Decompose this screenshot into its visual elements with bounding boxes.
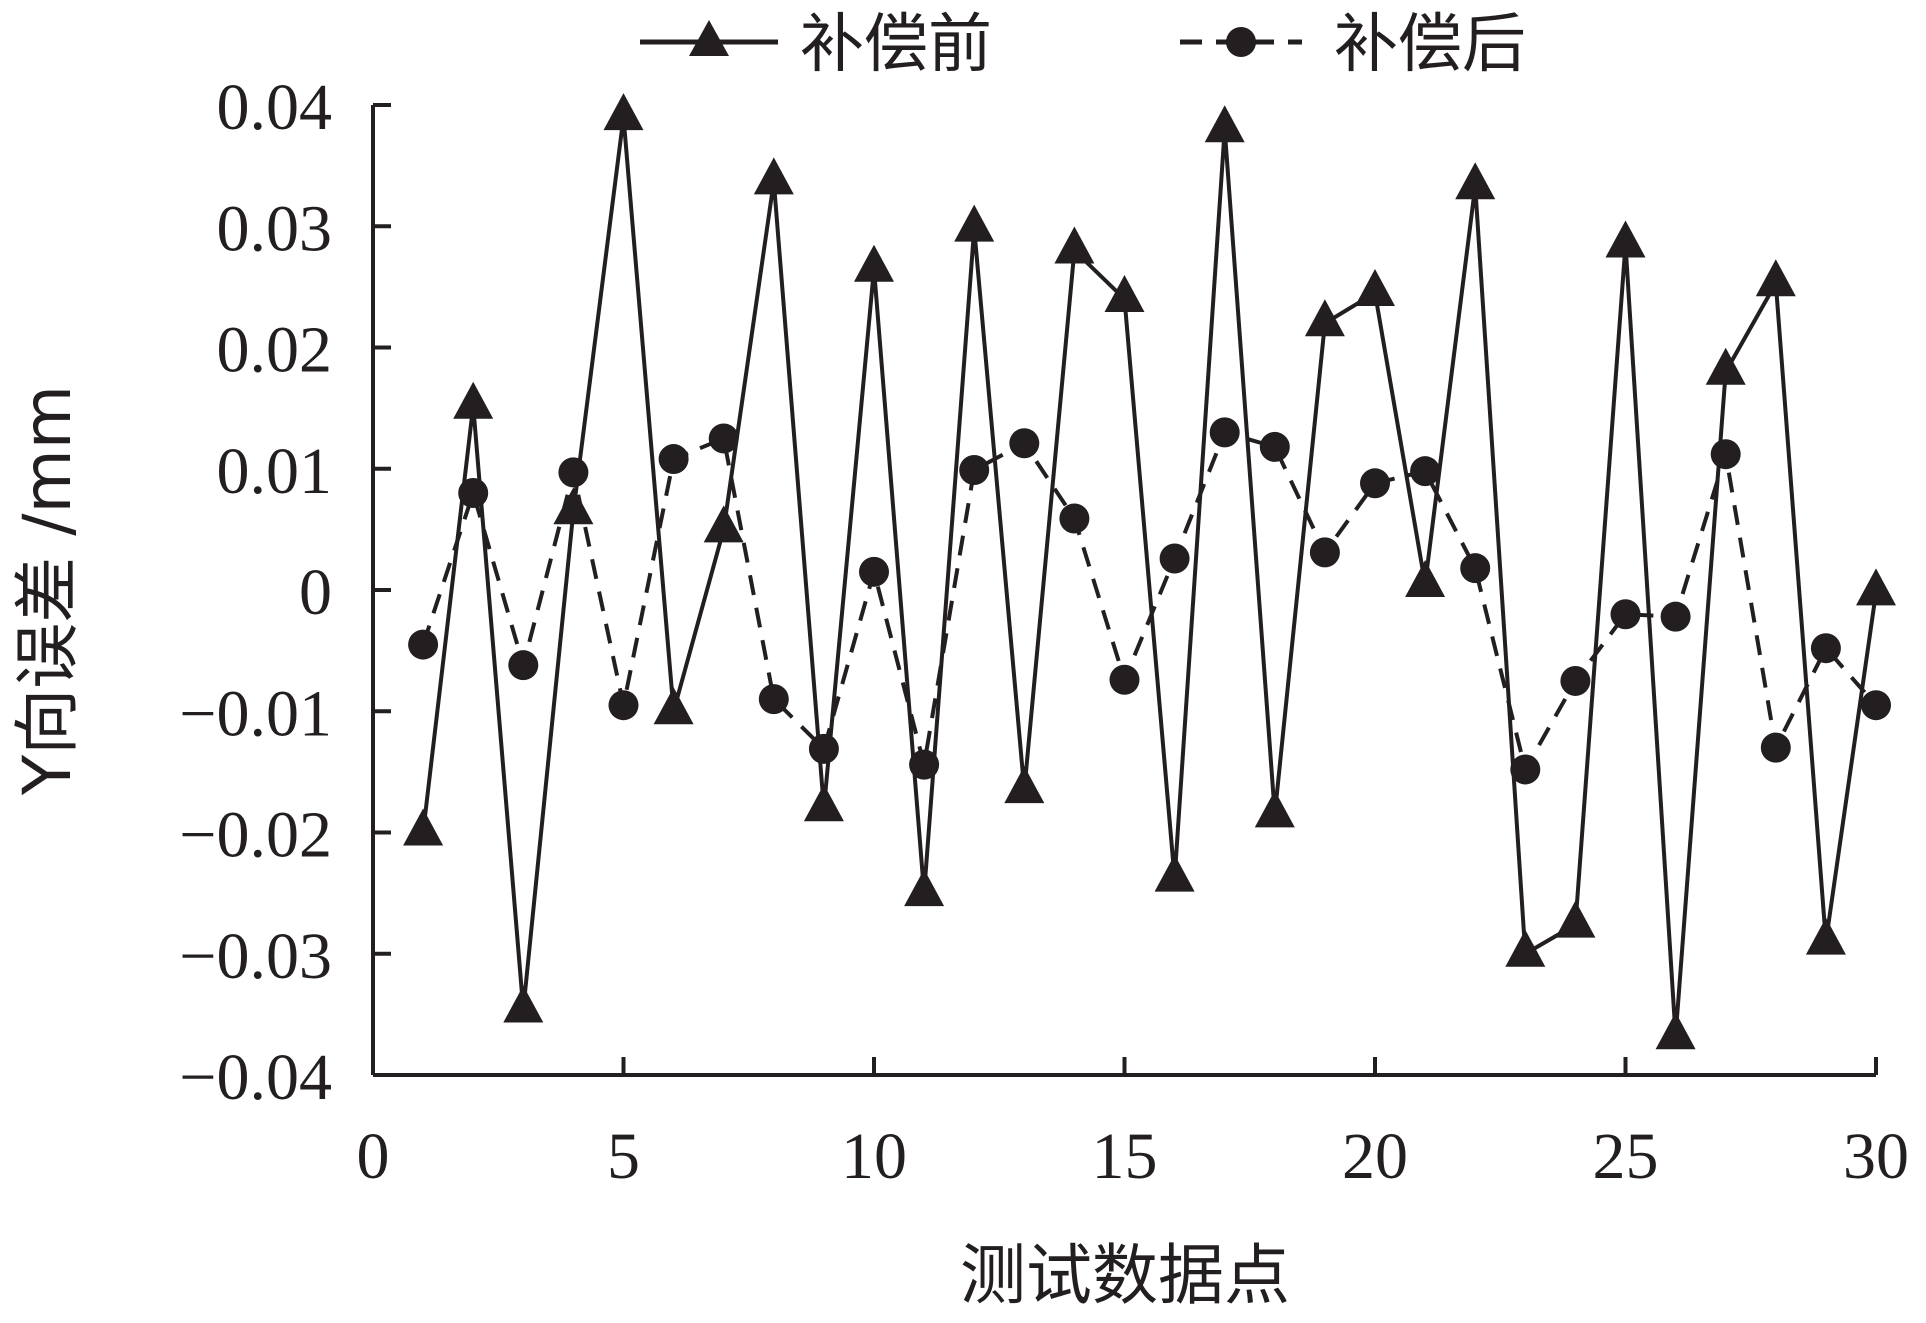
data-point-circle: [458, 478, 489, 508]
data-point-triangle: [1555, 900, 1596, 938]
data-point-circle: [708, 423, 739, 454]
data-point-triangle: [1856, 568, 1896, 606]
data-point-triangle: [553, 487, 594, 525]
data-point-circle: [1360, 468, 1390, 499]
data-point-circle: [1309, 537, 1340, 568]
data-point-circle: [508, 650, 539, 681]
axes: [371, 105, 1876, 1077]
data-point-triangle: [1254, 790, 1295, 828]
data-point-triangle: [1004, 766, 1045, 804]
data-point-circle: [1410, 456, 1441, 487]
x-tick-label: 25: [1593, 1120, 1659, 1193]
data-point-circle: [1159, 543, 1190, 574]
data-point-circle: [1560, 665, 1591, 696]
x-tick-label: 5: [607, 1120, 640, 1193]
data-point-circle: [859, 556, 889, 587]
data-point-circle: [1009, 428, 1040, 459]
data-point-circle: [1810, 633, 1841, 664]
series-before: [403, 93, 1896, 1050]
y-tick-label: 0.03: [217, 192, 333, 265]
x-tick-label: 20: [1342, 1120, 1408, 1193]
data-point-circle: [1259, 431, 1290, 462]
y-tick-label: 0.01: [217, 435, 333, 508]
legend-label-before: 补偿前: [800, 8, 992, 82]
data-point-circle: [909, 749, 940, 780]
data-point-circle: [1460, 553, 1491, 584]
data-point-triangle: [954, 204, 995, 242]
data-point-triangle: [453, 381, 494, 419]
data-point-triangle: [753, 157, 794, 195]
x-tick-label: 10: [841, 1120, 907, 1193]
legend-circle-marker: [1226, 27, 1256, 57]
data-point-triangle: [1154, 854, 1195, 892]
y-ticks: 0.04 0.03 0.02 0.01 0 −0.01 −0.02 −0.03 −0.04: [179, 71, 391, 1114]
data-point-triangle: [1705, 347, 1746, 385]
x-tick-label: 0: [357, 1120, 390, 1193]
data-point-circle: [1610, 599, 1641, 630]
data-point-triangle: [1605, 220, 1646, 258]
y-tick-label: −0.03: [179, 920, 332, 993]
data-point-circle: [658, 444, 689, 475]
data-point-triangle: [904, 869, 945, 907]
data-point-triangle: [1204, 105, 1245, 143]
data-point-circle: [758, 684, 789, 715]
x-tick-label: 30: [1843, 1120, 1909, 1193]
y-tick-label: −0.04: [179, 1041, 332, 1114]
legend: 补偿前 补偿后: [640, 8, 1526, 82]
data-point-triangle: [1505, 929, 1546, 967]
data-point-triangle: [1455, 162, 1496, 200]
data-point-circle: [608, 690, 639, 721]
data-point-circle: [1861, 690, 1891, 721]
data-point-circle: [1059, 503, 1090, 534]
data-point-triangle: [1655, 1012, 1696, 1050]
data-point-triangle: [1304, 299, 1345, 337]
series-line: [421, 116, 1878, 1037]
data-point-circle: [1760, 732, 1791, 763]
data-point-triangle: [803, 784, 844, 822]
data-point-circle: [959, 454, 990, 485]
data-point-circle: [1510, 754, 1541, 785]
data-point-triangle: [653, 687, 694, 725]
data-point-triangle: [603, 93, 644, 131]
data-point-triangle: [1054, 226, 1095, 264]
legend-triangle-marker: [689, 20, 729, 56]
x-axis-title: 测试数据点: [960, 1237, 1290, 1314]
data-point-triangle: [1104, 275, 1145, 312]
data-point-circle: [1209, 417, 1240, 448]
data-point-triangle: [403, 808, 444, 846]
data-point-circle: [1710, 439, 1741, 470]
data-point-triangle: [854, 244, 894, 282]
data-point-circle: [1660, 601, 1691, 632]
y-tick-label: −0.01: [179, 677, 332, 750]
data-point-triangle: [503, 985, 544, 1023]
data-point-triangle: [703, 505, 744, 543]
series-layer: [403, 93, 1896, 1050]
x-tick-label: 15: [1092, 1120, 1158, 1193]
data-point-triangle: [1755, 259, 1796, 297]
data-point-circle: [808, 733, 839, 764]
data-point-triangle: [1405, 559, 1446, 597]
data-point-circle: [558, 457, 589, 488]
y-tick-label: −0.02: [179, 799, 332, 872]
legend-label-after: 补偿后: [1334, 8, 1526, 82]
series-after: [408, 417, 1891, 785]
y-tick-label: 0.04: [217, 71, 333, 144]
y-tick-label: 0: [299, 556, 332, 629]
data-point-circle: [1109, 664, 1140, 695]
y-tick-label: 0.02: [217, 314, 333, 387]
data-point-triangle: [1355, 268, 1395, 306]
data-point-circle: [408, 629, 439, 660]
x-ticks: 0 5 10 15 20 25 30: [357, 1057, 1909, 1193]
y-axis-title: Y向误差 /mm: [9, 385, 86, 796]
data-point-triangle: [1805, 917, 1846, 955]
